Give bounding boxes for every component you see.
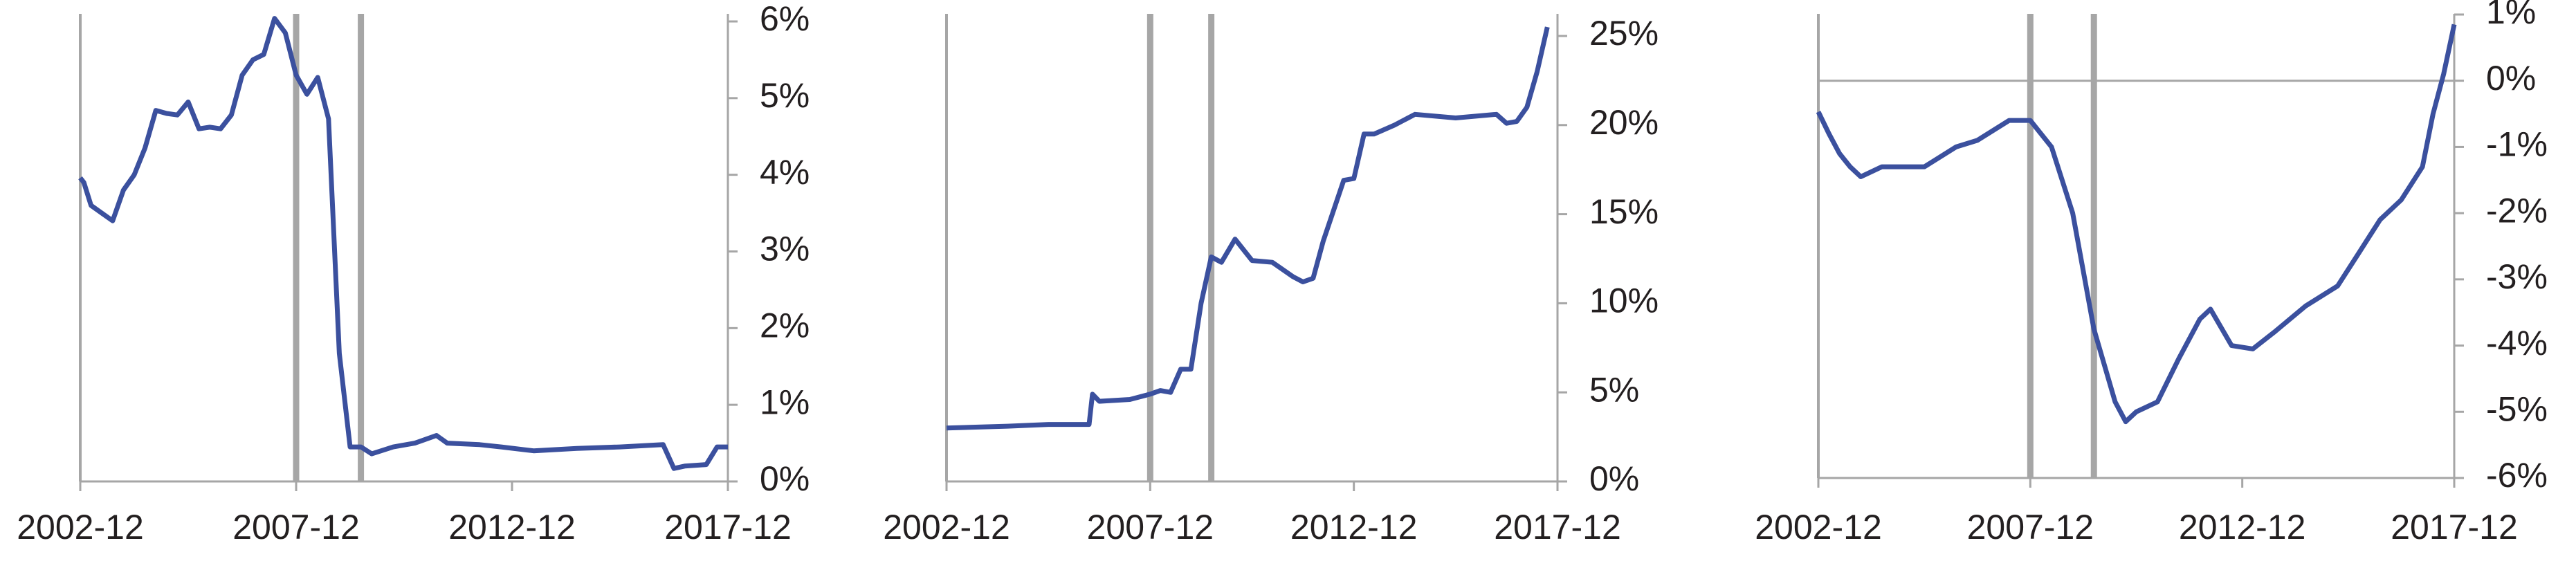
y-tick-label: 5% — [1589, 370, 1639, 409]
y-tick-label: -4% — [2486, 324, 2548, 362]
y-tick-label: 1% — [2486, 0, 2536, 31]
data-line — [1816, 24, 2457, 425]
y-tick-label: 0% — [760, 459, 810, 498]
x-tick-label: 2012-12 — [1290, 508, 1418, 546]
y-tick-label: 5% — [760, 76, 810, 115]
y-tick-label: -5% — [2486, 389, 2548, 428]
y-tick-label: -6% — [2486, 456, 2548, 495]
y-tick-label: 3% — [760, 230, 810, 268]
y-tick-label: 25% — [1589, 14, 1659, 53]
x-tick-label: 2002-12 — [883, 508, 1010, 546]
x-tick-label: 2002-12 — [17, 508, 144, 546]
x-tick-label: 2002-12 — [1755, 508, 1882, 546]
y-tick-label: 0% — [2486, 59, 2536, 98]
x-tick-label: 2012-12 — [2179, 508, 2306, 546]
y-tick-label: 4% — [760, 153, 810, 192]
y-tick-label: 10% — [1589, 282, 1659, 320]
data-line — [78, 16, 728, 471]
y-tick-label: -3% — [2486, 257, 2548, 296]
x-tick-label: 2007-12 — [1967, 508, 2094, 546]
y-tick-label: 2% — [760, 306, 810, 345]
y-tick-label: 1% — [760, 383, 810, 421]
y-tick-label: 20% — [1589, 103, 1659, 142]
y-tick-label: 6% — [760, 0, 810, 38]
y-tick-label: -1% — [2486, 125, 2548, 164]
x-tick-label: 2007-12 — [1087, 508, 1214, 546]
y-tick-label: -2% — [2486, 191, 2548, 230]
x-tick-label: 2017-12 — [1494, 508, 1621, 546]
data-line — [946, 26, 1550, 431]
x-tick-label: 2017-12 — [2391, 508, 2518, 546]
x-tick-label: 2017-12 — [664, 508, 792, 546]
x-tick-label: 2007-12 — [232, 508, 360, 546]
y-tick-label: 0% — [1589, 459, 1639, 498]
x-tick-label: 2012-12 — [448, 508, 576, 546]
y-tick-label: 15% — [1589, 192, 1659, 231]
